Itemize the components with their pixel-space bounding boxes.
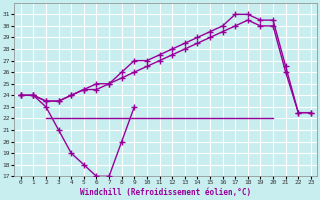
X-axis label: Windchill (Refroidissement éolien,°C): Windchill (Refroidissement éolien,°C) — [80, 188, 252, 197]
